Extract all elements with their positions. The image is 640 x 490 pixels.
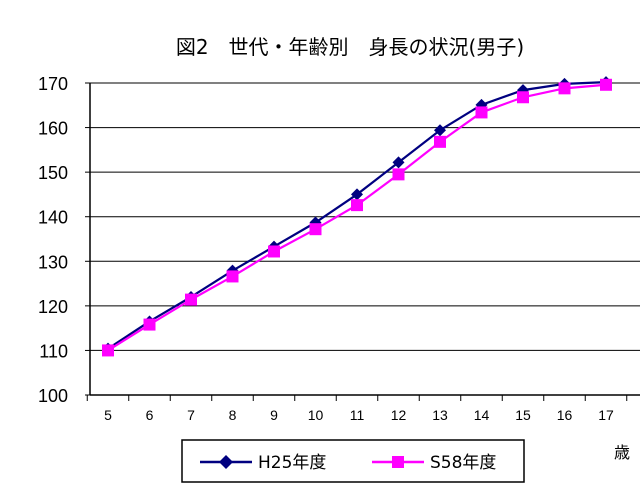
- x-tick-label: 10: [308, 407, 324, 423]
- data-point: [351, 199, 363, 212]
- data-point: [600, 78, 612, 91]
- y-tick-label: 100: [38, 386, 68, 406]
- x-axis-unit: 歳: [614, 443, 630, 462]
- legend-marker: [219, 455, 233, 469]
- x-tick-label: 13: [432, 407, 448, 423]
- data-point: [434, 124, 446, 137]
- data-point: [475, 106, 488, 119]
- data-point: [185, 293, 197, 306]
- x-tick-label: 16: [557, 407, 573, 423]
- data-point: [309, 223, 322, 236]
- data-point: [143, 318, 156, 331]
- y-tick-label: 160: [38, 119, 68, 139]
- x-tick-label: 17: [598, 407, 614, 423]
- legend-label: H25年度: [258, 453, 326, 473]
- data-point: [268, 245, 280, 258]
- x-tick-label: 15: [515, 407, 531, 423]
- y-tick-label: 110: [39, 341, 68, 361]
- legend: H25年度 S58年度: [181, 439, 525, 483]
- y-tick-labels: 100 110 120 130 140 150 160 170: [38, 74, 68, 406]
- chart-title: 図2 世代・年齢別 身長の状況(男子): [176, 35, 524, 59]
- data-point: [102, 344, 114, 357]
- x-tick-label: 8: [229, 407, 237, 423]
- y-tick-label: 120: [38, 297, 68, 317]
- data-point: [517, 91, 529, 104]
- legend-marker: [392, 456, 404, 468]
- legend-label: S58年度: [430, 453, 496, 473]
- data-point: [434, 135, 446, 148]
- axes: [85, 82, 640, 401]
- x-tick-labels: 5 6 7 8 9 10 11 12 13 14 15 16 17: [104, 407, 614, 423]
- x-tick-label: 5: [104, 407, 112, 423]
- x-tick-label: 6: [146, 407, 154, 423]
- x-tick-label: 14: [474, 407, 490, 423]
- y-tick-label: 130: [38, 252, 68, 272]
- data-point: [351, 188, 363, 201]
- x-tick-label: 12: [391, 407, 407, 423]
- data-point: [392, 168, 405, 181]
- x-tick-label: 9: [270, 407, 278, 423]
- y-tick-label: 170: [38, 74, 68, 94]
- x-tick-label: 7: [187, 407, 195, 423]
- data-point: [558, 82, 571, 95]
- x-tick-label: 11: [350, 407, 365, 423]
- series-group: [102, 76, 612, 357]
- y-tick-label: 140: [38, 208, 68, 228]
- legend-box: [181, 439, 525, 483]
- y-tick-label: 150: [38, 163, 68, 183]
- data-point: [226, 270, 239, 283]
- data-point: [392, 156, 405, 169]
